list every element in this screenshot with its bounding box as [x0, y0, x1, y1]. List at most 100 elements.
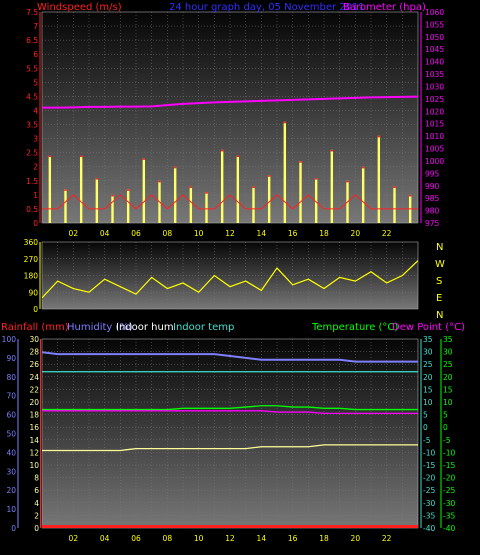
windspeed-bar-top [330, 149, 334, 152]
barometer-tick-label: 980 [425, 207, 440, 216]
indoor-temp-tick-label: 25 [423, 360, 433, 369]
temperature-tick-label: 10 [443, 398, 453, 407]
humidity-tick-label: 50 [6, 430, 16, 439]
gust-bar [377, 135, 381, 223]
compass-label-s: S [436, 276, 442, 287]
indoor-hum-line [42, 444, 418, 452]
legend-indoor-hum: Indoor hum [116, 322, 174, 333]
humidity-tick-label: 100 [2, 335, 17, 344]
gust-bar [126, 189, 130, 223]
gust-bar [142, 158, 146, 223]
rainfall-tick-label: 24 [29, 373, 39, 382]
gust-bar [95, 177, 99, 223]
indoor-temp-tick-label: -35 [423, 511, 435, 520]
wind-direction-line [42, 260, 418, 299]
x-tick-label-wind: 20 [351, 229, 361, 238]
rain-temp-marks [42, 351, 418, 528]
indoor-temp-tick-label: 0 [423, 423, 428, 432]
rainfall-tick-label: 8 [34, 474, 39, 483]
legend-dew-point: Dew Point (°C) [392, 322, 465, 333]
gust-bar [267, 175, 271, 223]
humidity-tick-label: 80 [6, 373, 16, 382]
windspeed-bar-top [236, 155, 240, 158]
indoor-temp-tick-label: 30 [423, 348, 433, 357]
gust-bar [236, 155, 240, 223]
rainfall-tick-label: 10 [29, 461, 39, 470]
indoor-temp-tick-label: -5 [423, 436, 431, 445]
windspeed-bar-top [173, 166, 177, 169]
rainfall-tick-label: 2 [34, 511, 39, 520]
indoor-temp-tick-label: 15 [423, 385, 433, 394]
barometer-tick-label: 1040 [425, 58, 444, 67]
humidity-tick-label: 70 [6, 392, 16, 401]
x-tick-label-wind: 12 [225, 229, 235, 238]
windspeed-bar-top [64, 189, 67, 191]
legend-rainfall: Rainfall (mm) [1, 322, 69, 333]
barometer-tick-label: 1055 [425, 20, 444, 29]
windspeed-bar-top [142, 158, 146, 160]
humidity-tick-label: 90 [6, 354, 16, 363]
gust-bar [361, 166, 365, 223]
x-tick-label-temp: 04 [100, 534, 110, 543]
windspeed-axis-title: Windspeed (m/s) [37, 2, 122, 13]
indoor-temp-tick-label: 35 [423, 335, 433, 344]
barometer-tick-label: 1035 [425, 70, 444, 79]
x-tick-label-wind: 18 [319, 229, 329, 238]
windspeed-tick-label: 3 [33, 135, 38, 144]
temperature-tick-label: 0 [443, 423, 448, 432]
barometer-tick-label: 1045 [425, 45, 444, 54]
x-tick-label-wind: 14 [257, 229, 267, 238]
windspeed-bar-top [158, 180, 161, 183]
x-tick-label-temp: 22 [382, 534, 392, 543]
legend-temperature: Temperature (°C) [311, 322, 398, 333]
compass-label-n-bottom: N [436, 310, 443, 321]
legend-humidity: Humidity (%) [67, 322, 133, 333]
x-tick-label-temp: 10 [194, 534, 204, 543]
gust-bar [189, 186, 193, 223]
rainfall-tick-label: 12 [29, 448, 39, 457]
barometer-line [42, 95, 418, 109]
barometer-tick-label: 1050 [425, 33, 444, 42]
windspeed-bar-top [314, 177, 318, 180]
x-tick-label-wind: 08 [163, 229, 173, 238]
windspeed-bar-top [283, 121, 287, 124]
x-tick-label-temp: 12 [225, 534, 235, 543]
gust-bar [314, 177, 318, 223]
x-tick-label-wind: 02 [69, 229, 79, 238]
windspeed-tick-label: 4 [33, 106, 38, 115]
gridlines [42, 12, 418, 528]
x-tick-label-wind: 22 [382, 229, 392, 238]
rainfall-tick-label: 4 [34, 499, 39, 508]
gust-bar [252, 186, 255, 223]
windspeed-bar-top [393, 186, 396, 189]
indoor-temp-tick-label: -40 [423, 524, 435, 533]
x-tick-label-wind: 16 [288, 229, 298, 238]
windspeed-bar-top [205, 192, 208, 194]
windspeed-bar-top [126, 189, 130, 191]
rainfall-tick-label: 0 [34, 524, 39, 533]
barometer-axis-title: Barometer (hpa) [343, 2, 426, 13]
windspeed-tick-label: 0 [33, 219, 38, 228]
gust-bar [79, 155, 83, 223]
gust-bar [330, 149, 334, 223]
indoor-temp-tick-label: -25 [423, 486, 435, 495]
gust-bar [64, 189, 67, 223]
wind-direction-marks [42, 260, 418, 299]
windspeed-tick-label: 4.5 [26, 92, 38, 101]
indoor-temp-tick-label: 20 [423, 373, 433, 382]
humidity-tick-label: 40 [6, 448, 16, 457]
barometer-tick-label: 1000 [425, 157, 444, 166]
dew-point-line [42, 410, 418, 414]
x-tick-label-wind: 10 [194, 229, 204, 238]
direction-tick-label: 270 [24, 255, 39, 264]
gust-bar [48, 155, 52, 223]
barometer-tick-label: 1025 [425, 95, 444, 104]
barometer-tick-label: 1010 [425, 132, 444, 141]
windspeed-bar-top [346, 180, 349, 183]
windspeed-bar-top [111, 194, 114, 197]
rainfall-tick-label: 26 [29, 360, 39, 369]
barometer-tick-label: 1005 [425, 145, 444, 154]
direction-tick-label: 0 [33, 305, 38, 314]
direction-tick-label: 180 [24, 272, 39, 281]
